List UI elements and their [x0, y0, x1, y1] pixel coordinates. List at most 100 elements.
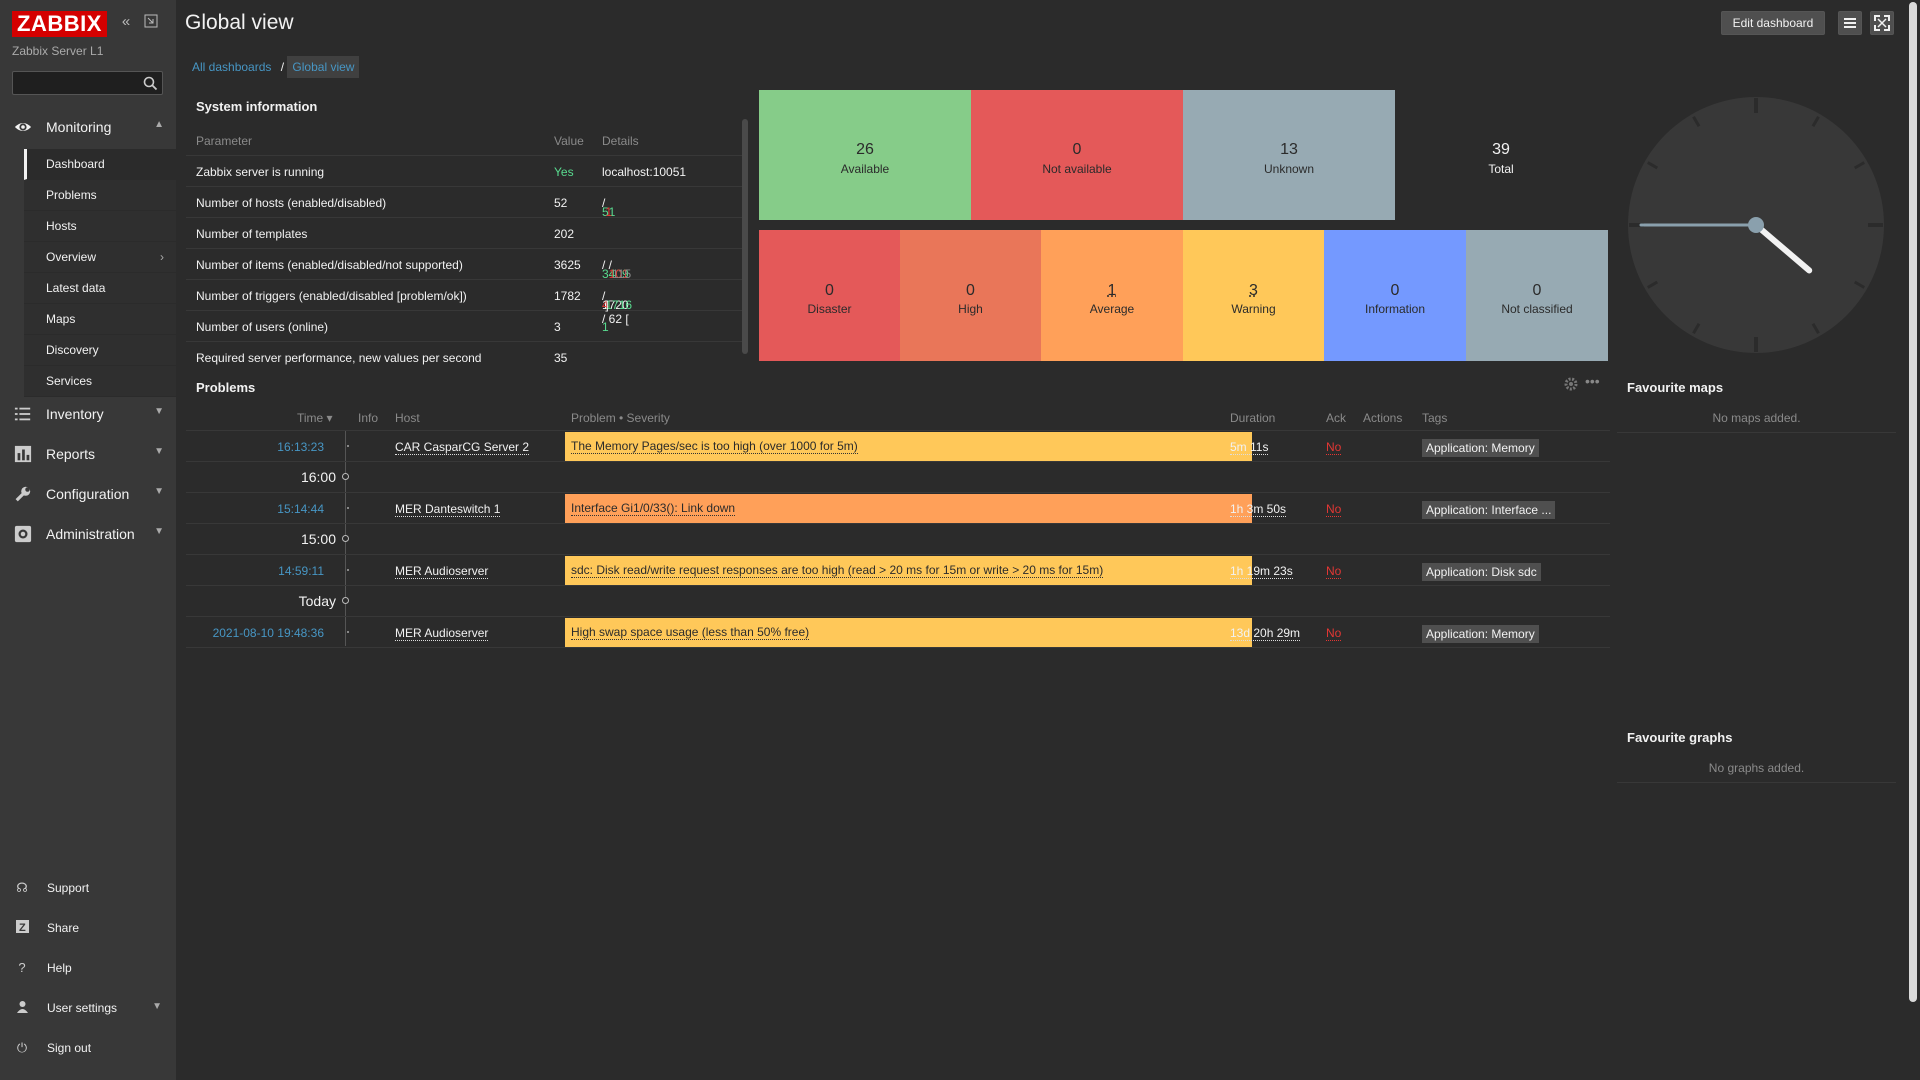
tile-average[interactable]: 1 Average — [1041, 230, 1183, 361]
header-divider — [186, 430, 1610, 431]
submenu-services[interactable]: Services — [24, 366, 176, 397]
tile-high[interactable]: 0 High — [900, 230, 1041, 361]
tile-number: 0 — [966, 281, 975, 299]
tile-not-available[interactable]: 0 Not available — [971, 90, 1183, 220]
eye-icon — [14, 122, 32, 132]
details: 1720 / 62 [4 / 1716] — [602, 289, 633, 326]
submenu-dashboard[interactable]: Dashboard — [24, 149, 176, 180]
gear-icon[interactable] — [1564, 377, 1578, 391]
tile-warning[interactable]: 3 Warning — [1183, 230, 1324, 361]
problem-duration[interactable]: 1h 19m 23s — [1230, 564, 1293, 579]
problem-name[interactable]: High swap space usage (less than 50% fre… — [571, 625, 810, 640]
header-problem[interactable]: Problem • Severity — [571, 411, 670, 425]
fullscreen-button[interactable] — [1870, 11, 1894, 35]
menu-monitoring[interactable]: Monitoring ▲ — [0, 107, 176, 147]
tile-not-classified[interactable]: 0 Not classified — [1466, 230, 1608, 361]
problem-name[interactable]: sdc: Disk read/write request responses a… — [571, 563, 1104, 578]
problem-ack[interactable]: No — [1326, 440, 1342, 455]
submenu-problems[interactable]: Problems — [24, 180, 176, 211]
problem-time[interactable]: 14:59:11 — [278, 564, 324, 578]
menu-sign-out[interactable]: ⏻ Sign out — [0, 1028, 176, 1068]
problem-time[interactable]: 2021-08-10 19:48:36 — [212, 626, 324, 640]
param: Number of users (online) — [196, 320, 329, 334]
problem-duration[interactable]: 5m 11s — [1230, 440, 1269, 455]
problem-severity-cell[interactable]: High swap space usage (less than 50% fre… — [565, 618, 1252, 647]
page-scrollbar[interactable] — [1906, 0, 1920, 1080]
problem-duration[interactable]: 1h 3m 50s — [1230, 502, 1287, 517]
clock-tick — [1811, 322, 1820, 335]
table-row: 16:13:23 CAR CasparCG Server 2 The Memor… — [186, 431, 1610, 462]
timeline-tick — [347, 631, 349, 633]
submenu-overview[interactable]: Overview › — [24, 242, 176, 273]
problem-severity-cell[interactable]: The Memory Pages/sec is too high (over 1… — [565, 432, 1252, 461]
problem-severity-cell[interactable]: sdc: Disk read/write request responses a… — [565, 556, 1252, 585]
value: Yes — [554, 165, 574, 179]
problem-ack[interactable]: No — [1326, 564, 1342, 579]
menu-administration[interactable]: Administration ▼ — [0, 514, 176, 554]
sidebar: ZABBIX « Zabbix Server L1 Monitoring ▲ D… — [0, 0, 176, 1080]
triggers-ok: 1716 — [605, 298, 633, 312]
search-icon[interactable] — [143, 76, 158, 91]
param: Number of hosts (enabled/disabled) — [196, 196, 387, 210]
tile-total[interactable]: 39 Total — [1395, 90, 1607, 220]
tile-disaster[interactable]: 0 Disaster — [759, 230, 900, 361]
edit-dashboard-button[interactable]: Edit dashboard — [1721, 11, 1825, 35]
clock-tick — [1646, 161, 1659, 170]
tile-unknown[interactable]: 13 Unknown — [1183, 90, 1395, 220]
scrollbar[interactable] — [742, 119, 748, 354]
submenu-overview-label: Overview — [46, 250, 97, 264]
disabled-count: 101 — [608, 267, 629, 281]
tile-label: Total — [1488, 161, 1514, 176]
actions-menu-button[interactable] — [1838, 11, 1862, 35]
problem-host[interactable]: CAR CasparCG Server 2 — [395, 440, 530, 455]
timeline-separator-row: 15:00 — [186, 524, 1610, 555]
problem-ack[interactable]: No — [1326, 626, 1342, 641]
chevron-down-icon: ▼ — [154, 446, 164, 457]
tile-available[interactable]: 26 Available — [759, 90, 971, 220]
more-options-icon[interactable]: ••• — [1585, 373, 1600, 389]
empty-message: No graphs added. — [1708, 761, 1805, 775]
header-time[interactable]: Time ▾ — [297, 411, 333, 425]
collapse-sidebar-icon[interactable]: « — [121, 13, 131, 30]
bracket: ] — [605, 298, 609, 312]
tile-information[interactable]: 0 Information — [1324, 230, 1466, 361]
kiosk-sidebar-icon[interactable] — [143, 14, 159, 30]
problem-ack[interactable]: No — [1326, 502, 1342, 517]
header-duration: Duration — [1230, 411, 1276, 425]
submenu-latest-data[interactable]: Latest data — [24, 273, 176, 304]
problem-severity-cell[interactable]: Interface Gi1/0/33(): Link down — [565, 494, 1252, 523]
clock-tick — [1646, 280, 1659, 289]
menu-configuration[interactable]: Configuration ▼ — [0, 474, 176, 514]
zabbix-logo[interactable]: ZABBIX — [12, 11, 107, 37]
analog-clock — [1628, 97, 1884, 353]
menu-reports[interactable]: Reports ▼ — [0, 434, 176, 474]
fullscreen-icon — [1874, 15, 1890, 31]
breadcrumb-all-dashboards[interactable]: All dashboards — [192, 60, 272, 74]
problem-host[interactable]: MER Audioserver — [395, 626, 489, 641]
scrollbar-thumb[interactable] — [1909, 2, 1917, 1002]
menu-share[interactable]: Z Share — [0, 908, 176, 948]
problem-host[interactable]: MER Audioserver — [395, 564, 489, 579]
search-input[interactable] — [12, 71, 163, 95]
submenu-maps[interactable]: Maps — [24, 304, 176, 335]
menu-help[interactable]: ? Help — [0, 948, 176, 988]
problem-time[interactable]: 16:13:23 — [277, 440, 324, 454]
header-host[interactable]: Host — [395, 411, 420, 425]
submenu-discovery[interactable]: Discovery — [24, 335, 176, 366]
chevron-up-icon: ▲ — [154, 119, 164, 130]
menu-support[interactable]: ☊ Support — [0, 868, 176, 908]
menu-user-settings[interactable]: User settings ▼ — [0, 988, 176, 1028]
problem-duration[interactable]: 13d 20h 29m — [1230, 626, 1301, 641]
problem-name[interactable]: Interface Gi1/0/33(): Link down — [571, 501, 736, 516]
widget-title: System information — [196, 99, 318, 114]
headset-icon: ☊ — [16, 880, 28, 895]
problem-name[interactable]: The Memory Pages/sec is too high (over 1… — [571, 439, 858, 454]
table-row: Zabbix server is running Yes localhost:1… — [186, 156, 742, 187]
problem-time[interactable]: 15:14:44 — [277, 502, 324, 516]
breadcrumb-current[interactable]: Global view — [287, 56, 360, 78]
problem-host[interactable]: MER Danteswitch 1 — [395, 502, 501, 517]
menu-inventory[interactable]: Inventory ▼ — [0, 394, 176, 434]
user-icon — [14, 1000, 30, 1016]
submenu-hosts[interactable]: Hosts — [24, 211, 176, 242]
table-row: 14:59:11 MER Audioserver sdc: Disk read/… — [186, 555, 1610, 586]
